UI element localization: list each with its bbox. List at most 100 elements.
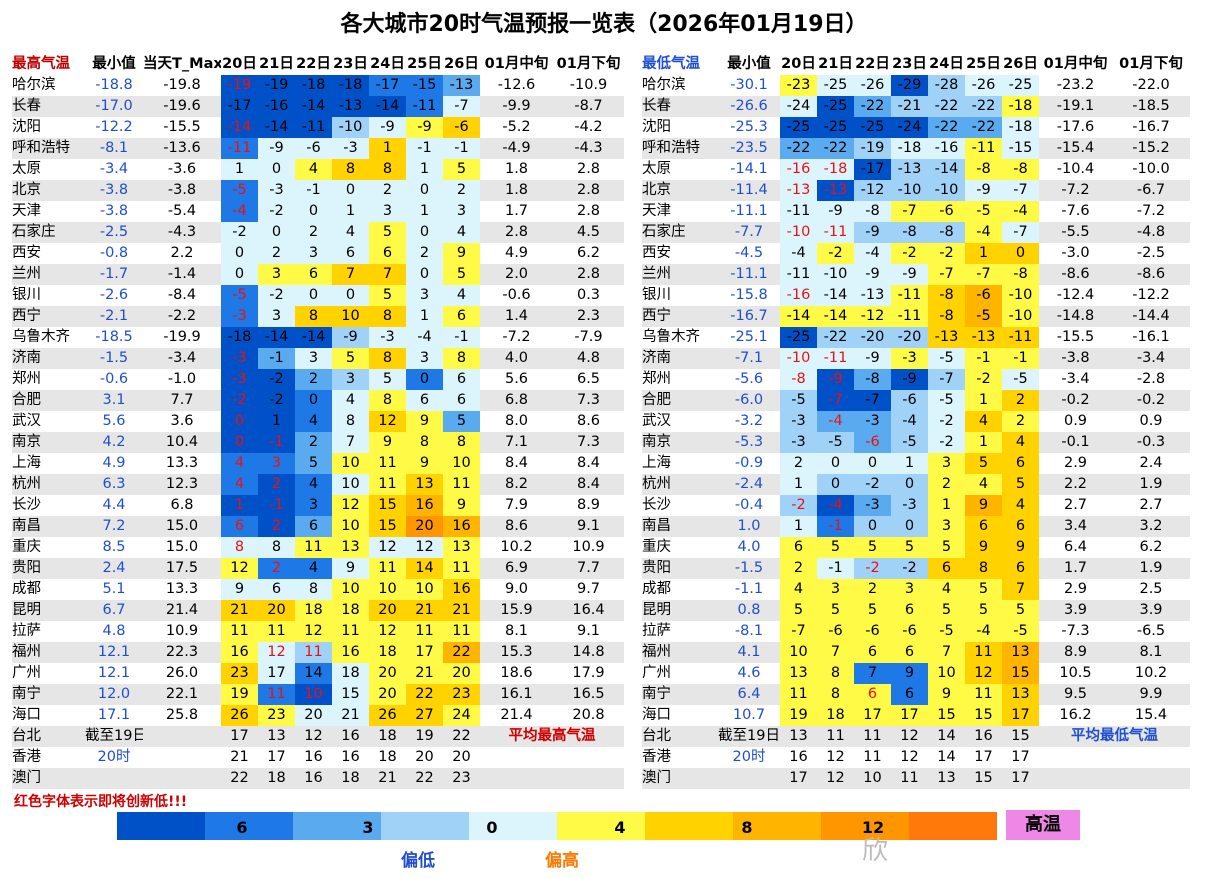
mid-month-avg: -3.0 <box>1061 245 1090 261</box>
forecast-cell: 11 <box>863 749 882 765</box>
forecast-cell: 2 <box>258 516 295 537</box>
min-value: -2.4 <box>718 474 780 495</box>
city-name: 武汉 <box>12 413 41 429</box>
forecast-cell: 16 <box>443 516 480 537</box>
late-month-avg: 4.5 <box>553 222 624 243</box>
max-table-row: 拉萨 4.8 10.9 11 11 12 11 12 11 11 8.1 9.1 <box>12 621 624 642</box>
forecast-cell: -26 <box>965 75 1002 96</box>
forecast-cell: 12 <box>369 537 406 558</box>
forecast-cell: 20 <box>452 749 471 765</box>
forecast-cell: -3 <box>332 138 369 159</box>
mid-month-avg: -7.2 <box>1039 180 1112 201</box>
mid-month-avg: 2.7 <box>1063 497 1088 513</box>
forecast-cell: -21 <box>891 96 928 117</box>
legend-high-caption: 偏高 <box>545 851 579 871</box>
forecast-cell: 1 <box>406 306 443 327</box>
min-header-cell: 23日 <box>892 56 927 72</box>
forecast-cell: -3 <box>780 432 817 453</box>
min-table-row: 福州 4.1 10 7 6 6 7 11 13 8.9 8.1 <box>642 642 1190 663</box>
late-month-avg <box>1112 747 1190 768</box>
late-month-avg: -12.2 <box>1132 287 1170 303</box>
forecast-cell: 0 <box>854 453 891 474</box>
forecast-cell: 19 <box>780 705 817 726</box>
forecast-cell: -4 <box>406 327 443 348</box>
forecast-cell: -8 <box>928 222 965 243</box>
min-value: 20时 <box>732 749 766 765</box>
forecast-cell: 5 <box>780 600 817 621</box>
forecast-cell: -14 <box>780 306 817 327</box>
forecast-cell: -11 <box>780 264 817 285</box>
forecast-cell: 6 <box>928 558 965 579</box>
mid-month-avg: 15.3 <box>480 642 553 663</box>
forecast-cell: -22 <box>965 96 1002 117</box>
min-value: 17.1 <box>97 707 131 723</box>
forecast-cell: -2 <box>891 558 928 579</box>
max-table-row: 长沙 4.4 6.8 1 -1 3 12 15 16 9 7.9 8.9 <box>12 495 624 516</box>
min-value: -25.1 <box>730 329 768 345</box>
city-name: 天津 <box>642 203 671 219</box>
max-header-cell: 当天T_Max <box>143 56 221 72</box>
forecast-cell: 7 <box>854 663 891 684</box>
mid-month-avg <box>1039 747 1112 768</box>
min-value: -11.1 <box>718 264 780 285</box>
min-value: -7.1 <box>718 348 780 369</box>
city-name: 杭州 <box>12 474 85 495</box>
forecast-cell: 5 <box>332 348 369 369</box>
forecast-cell: -19 <box>258 75 295 96</box>
forecast-cell: 16 <box>341 749 360 765</box>
mid-month-avg: -12.4 <box>1056 287 1095 303</box>
forecast-cell: 23 <box>221 663 258 684</box>
forecast-cell: 17 <box>406 642 443 663</box>
forecast-cell: 8 <box>332 411 369 432</box>
forecast-cell: 4 <box>221 474 258 495</box>
forecast-cell: -25 <box>780 327 817 348</box>
min-value: 20时 <box>97 749 131 765</box>
forecast-cell: 17 <box>1002 768 1039 789</box>
late-month-avg: 6.2 <box>576 245 601 261</box>
mid-month-avg: -23.2 <box>1056 77 1095 93</box>
city-name: 广州 <box>12 665 41 681</box>
late-month-avg: 7.7 <box>553 558 624 579</box>
min-value: -17.0 <box>85 96 143 117</box>
city-name: 重庆 <box>12 539 41 555</box>
max-table-row: 上海 4.9 13.3 4 3 5 10 11 9 10 8.4 8.4 <box>12 453 624 474</box>
forecast-cell: 0 <box>891 516 928 537</box>
forecast-cell: -13 <box>891 159 928 180</box>
late-month-avg: 6.2 <box>1139 539 1163 555</box>
forecast-cell: -26 <box>854 75 891 96</box>
forecast-cell: 21 <box>369 768 406 789</box>
forecast-cell: 21 <box>443 600 480 621</box>
forecast-cell: 12 <box>258 642 295 663</box>
legend-seg-10 <box>909 812 997 840</box>
late-month-avg: 3.2 <box>1112 516 1190 537</box>
min-table-row: 拉萨 -8.1 -7 -6 -6 -6 -5 -4 -5 -7.3 -6.5 <box>642 621 1190 642</box>
max-table-row: 太原 -3.4 -3.6 1 0 4 8 8 1 5 1.8 2.8 <box>12 159 624 180</box>
forecast-cell: 5 <box>443 264 480 285</box>
forecast-cell: 8 <box>258 537 295 558</box>
min-value: -1.7 <box>85 264 143 285</box>
late-month-avg: -4.3 <box>553 138 624 159</box>
today-max-value: -1.4 <box>143 264 221 285</box>
forecast-cell: 21 <box>406 663 443 684</box>
forecast-cell: -22 <box>817 327 854 348</box>
forecast-cell: -25 <box>854 117 891 138</box>
forecast-cell: 19 <box>221 684 258 705</box>
max-table-row: 兰州 -1.7 -1.4 0 3 6 7 7 0 5 2.0 2.8 <box>12 264 624 285</box>
min-value: 7.2 <box>85 516 143 537</box>
today-max-value <box>143 768 221 789</box>
mid-month-avg: 1.4 <box>480 306 553 327</box>
mid-month-avg: 6.8 <box>480 390 553 411</box>
mid-month-avg: -15.5 <box>1056 329 1095 345</box>
forecast-cell: 0 <box>406 264 443 285</box>
forecast-cell: 14 <box>406 558 443 579</box>
forecast-cell: -3 <box>854 495 891 516</box>
forecast-cell: -6 <box>295 138 332 159</box>
forecast-cell: 0 <box>221 411 258 432</box>
mid-month-avg: -4.9 <box>480 138 553 159</box>
forecast-cell: 11 <box>965 684 1002 705</box>
today-max-value: -19.6 <box>143 96 221 117</box>
forecast-cell: 3 <box>443 201 480 222</box>
min-value: -30.1 <box>730 77 768 93</box>
forecast-cell: 10 <box>332 474 369 495</box>
late-month-avg: 9.1 <box>553 516 624 537</box>
